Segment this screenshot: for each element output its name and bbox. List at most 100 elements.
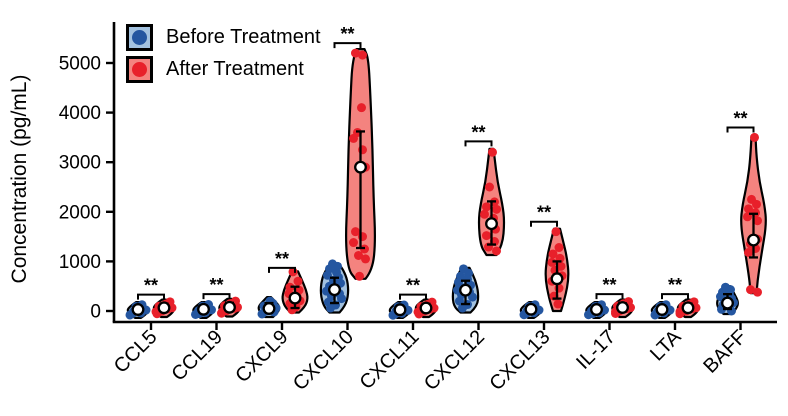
median-marker-CXCL10-before [328,283,341,297]
y-axis-label: Concentration (pg/mL) [8,74,31,284]
legend: Before Treatment After Treatment [126,24,321,83]
data-point [323,270,332,280]
data-point [349,133,358,143]
median-marker-CCL19-before [197,302,210,316]
data-point [480,209,489,219]
data-point [354,250,363,260]
y-tick-label: 1000 [59,252,101,273]
legend-label-after: After Treatment [166,58,304,80]
data-point [746,285,755,295]
x-category-label: IL-17 [572,326,620,374]
data-point [351,227,360,237]
median-marker-CXCL9-before [262,302,276,315]
data-point [454,277,463,287]
x-category-label: BAFF [699,326,751,378]
data-point [750,132,759,142]
data-point [492,204,501,214]
data-point [468,292,477,302]
median-marker-CXCL11-after [419,301,433,315]
y-tick-label: 5000 [59,54,101,75]
legend-dot-after-icon [132,62,147,77]
data-point [548,249,558,259]
y-tick-label: 2000 [59,202,101,223]
median-marker-LTA-after [681,301,695,315]
legend-item-before: Before Treatment [126,24,321,51]
median-marker-CXCL12-before [459,283,472,297]
data-point [326,303,335,313]
data-point [744,247,753,257]
significance-bracket [137,293,165,300]
data-point [355,271,364,281]
data-point [357,103,366,113]
data-point [482,231,491,241]
x-category-label: CXCL13 [486,326,555,395]
significance-label: ** [537,203,551,223]
significance-label: ** [340,24,354,44]
x-category-label: CXCL12 [420,326,489,395]
data-point [358,50,367,60]
data-point [553,299,563,309]
data-point [361,254,370,264]
legend-swatch-after-icon [126,56,153,83]
significance-label: ** [668,275,682,295]
median-marker-CXCL10-after [354,160,367,174]
median-marker-CXCL9-after [288,291,302,305]
significance-label: ** [144,276,158,296]
data-point [753,216,762,226]
legend-label-before: Before Treatment [166,26,321,48]
data-point [752,199,761,209]
significance-bracket [333,42,362,49]
significance-bracket [464,140,493,147]
median-marker-CXCL13-after [550,272,564,286]
data-point [551,227,561,237]
median-marker-CXCL12-after [485,217,498,231]
data-point [547,257,557,267]
significance-label: ** [602,275,616,295]
significance-label: ** [471,122,485,142]
x-category-label: CCL19 [167,326,227,386]
x-category-label: CXCL9 [231,326,292,387]
data-point [485,182,494,192]
data-point [492,246,501,256]
median-marker-CXCL13-before [524,302,538,316]
significance-label: ** [209,275,223,295]
median-marker-IL-17-after [616,301,629,314]
y-tick-label: 3000 [59,153,101,174]
x-category-label: CXCL10 [289,326,358,395]
significance-bracket [268,266,296,273]
data-point [753,287,762,297]
data-point [458,303,467,313]
legend-dot-before-icon [132,30,147,45]
data-point [744,204,753,214]
median-marker-CCL5-after [157,301,171,315]
data-point [351,48,360,58]
y-tick-label: 0 [90,302,101,323]
median-marker-BAFF-after [747,233,760,247]
legend-swatch-before-icon [126,24,153,51]
median-marker-IL-17-before [590,303,603,316]
data-point [488,147,497,157]
y-tick-label: 4000 [59,103,101,124]
x-category-label: LTA [646,326,686,366]
significance-bracket [726,126,755,133]
significance-bracket [202,293,231,300]
median-marker-CCL5-before [131,303,145,316]
data-point [482,202,491,212]
significance-label: ** [406,276,420,296]
x-category-label: CCL5 [110,326,162,378]
significance-bracket [530,220,558,227]
data-point [337,294,346,304]
significance-label: ** [275,249,289,269]
median-marker-BAFF-before [721,296,734,310]
data-point [293,276,303,286]
median-marker-CXCL11-before [393,303,407,317]
significance-bracket [399,293,427,300]
significance-bracket [595,293,624,300]
significance-label: ** [733,108,747,128]
median-marker-LTA-before [655,303,669,316]
median-marker-CCL19-after [223,300,236,314]
legend-item-after: After Treatment [126,56,321,83]
x-category-label: CXCL11 [356,326,424,394]
